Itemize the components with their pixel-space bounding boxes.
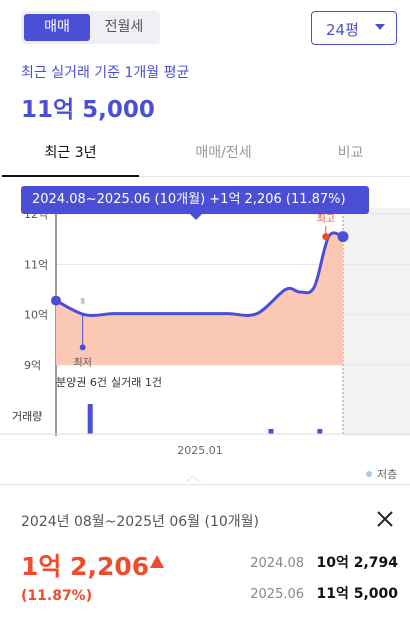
actual-count-label: 실거래 1건 [111, 376, 162, 389]
chart-tabs: 최근 3년 매매/전세 비교 [0, 136, 410, 177]
y-tick-label: 9억 [24, 359, 41, 372]
volume-axis-label: 거래량 [12, 410, 42, 423]
end-point [337, 231, 349, 243]
tab-sale-rent[interactable]: 매매/전세 [195, 145, 252, 161]
tab-recent-3y[interactable]: 최근 3년 [2, 136, 139, 177]
from-row: 2024.08 10억 2,794 [250, 552, 398, 572]
sale-toggle-button[interactable]: 매매 [24, 14, 90, 41]
start-point [51, 295, 61, 306]
size-select-value: 24평 [326, 21, 359, 39]
range-tooltip: 2024.08~2025.06 (10개월) +1억 2,206 (11.87%… [21, 186, 369, 220]
max-marker-label: 최고 [317, 213, 335, 225]
legend-swatch [366, 471, 372, 477]
future-range-shade [343, 208, 410, 436]
to-date: 2025.06 [250, 587, 305, 602]
min-marker-label: 최저 [73, 357, 91, 369]
legend-label: 저층 [377, 468, 397, 481]
volume-bar [268, 429, 274, 434]
min-marker-dot [79, 344, 86, 351]
to-price: 11억 5,000 [316, 586, 398, 602]
x-tick-label: 2025.01 [177, 444, 223, 457]
change-percent: (11.87%) [21, 588, 93, 604]
deal-type-toggle: 매매 전월세 [21, 11, 160, 44]
price-chart[interactable]: 9억 10억 11억 12억 최고 최저 분양권 6건 실거래 1건 거래량 2025.01 저층 [0, 182, 410, 483]
price-line [55, 231, 344, 317]
from-date: 2024.08 [250, 556, 305, 571]
close-icon[interactable] [375, 509, 395, 529]
average-caption: 최근 실거래 기준 1개월 평균 [21, 65, 190, 81]
range-tooltip-text: 2024.08~2025.06 (10개월) +1억 2,206 (11.87%… [32, 192, 346, 207]
max-marker-dot [322, 233, 330, 241]
rent-toggle-button[interactable]: 전월세 [104, 19, 144, 35]
price-area [56, 232, 343, 365]
presale-count-label: 분양권 6건 [56, 376, 107, 389]
up-triangle-icon [150, 555, 164, 568]
volume-bar [317, 429, 323, 434]
scatter-point [80, 297, 85, 302]
volume-bar [87, 404, 93, 434]
detail-panel: 2024년 08월~2025년 06월 (10개월) 1억 2,206 (11.… [0, 484, 410, 618]
y-tick-label: 11억 [24, 258, 48, 271]
panel-pointer-icon [185, 475, 201, 483]
detail-period: 2024년 08월~2025년 06월 (10개월) [21, 514, 259, 530]
caret-down-icon [375, 24, 385, 30]
y-tick-label: 10억 [24, 309, 48, 322]
tab-compare[interactable]: 비교 [337, 145, 364, 161]
change-amount: 1억 2,206 [21, 552, 150, 581]
size-select[interactable]: 24평 [311, 11, 397, 45]
average-price: 11억 5,000 [21, 97, 155, 123]
from-price: 10억 2,794 [316, 555, 398, 571]
tooltip-arrow-icon [190, 214, 202, 220]
to-row: 2025.06 11억 5,000 [250, 583, 398, 603]
